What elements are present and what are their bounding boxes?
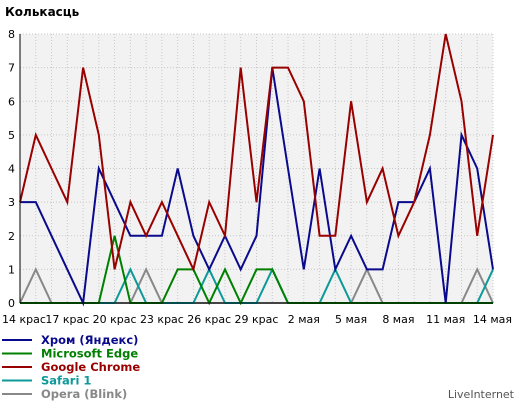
x-tick-label: 8 мая xyxy=(382,313,414,326)
y-tick-label: 0 xyxy=(8,297,15,310)
x-tick-label: 17 крас xyxy=(45,313,89,326)
legend-label: Хром (Яндекс) xyxy=(41,333,138,347)
x-tick-label: 2 мая xyxy=(288,313,320,326)
x-tick-label: 14 крас xyxy=(2,313,46,326)
x-tick-label: 29 крас xyxy=(235,313,279,326)
x-tick-label: 26 крас xyxy=(187,313,231,326)
x-axis: 14 крас 17 крас 20 крас 23 крас 26 крас 29 кр… xyxy=(2,313,512,326)
liveinternet-credit: LiveInternet xyxy=(448,388,515,401)
y-tick-label: 1 xyxy=(8,263,15,276)
x-tick-label: 23 крас xyxy=(140,313,184,326)
x-tick-label: 20 крас xyxy=(93,313,137,326)
legend-label: Google Chrome xyxy=(41,360,140,374)
y-tick-label: 3 xyxy=(8,196,15,209)
legend-label: Microsoft Edge xyxy=(41,347,138,361)
y-tick-label: 8 xyxy=(8,28,15,41)
series-line-2 xyxy=(19,33,494,273)
chart-title: Колькасць xyxy=(5,5,80,19)
x-tick-label: 14 мая xyxy=(473,313,512,326)
x-tick-label: 11 мая xyxy=(426,313,465,326)
y-tick-label: 4 xyxy=(8,163,15,176)
y-tick-label: 2 xyxy=(8,230,15,243)
x-tick-label: 5 мая xyxy=(335,313,367,326)
y-tick-label: 5 xyxy=(8,129,15,142)
y-tick-label: 6 xyxy=(8,95,15,108)
legend-label: Opera (Blink) xyxy=(41,387,127,401)
y-tick-label: 7 xyxy=(8,62,15,75)
legend-label: Safari 1 xyxy=(41,374,91,388)
y-axis: 0 1 2 3 4 5 6 7 8 xyxy=(8,28,15,310)
